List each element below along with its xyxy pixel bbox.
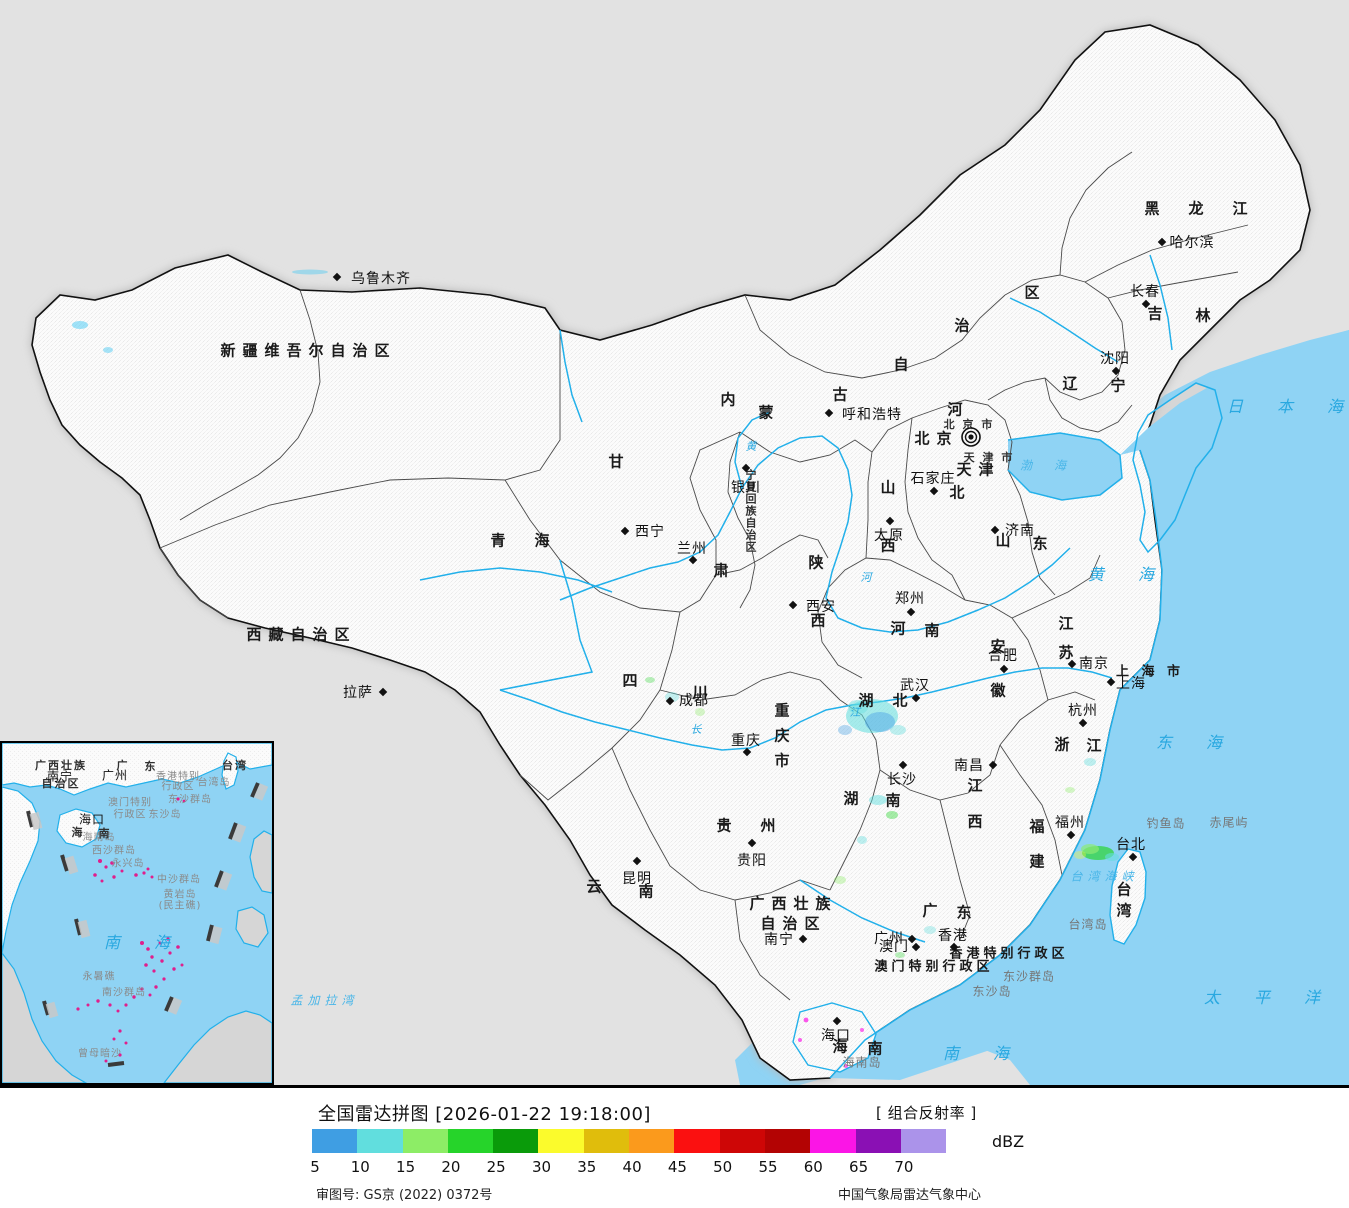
colorbar-swatch-10 [357, 1129, 403, 1153]
inset-geometry [2, 743, 272, 1083]
reef-markers [76, 797, 186, 1063]
nine-dash-line [26, 782, 260, 1067]
legend-footer: 全国雷达拼图 [2026-01-22 19:18:00] [ 组合反射率 ] d… [0, 1087, 1349, 1208]
colorbar-tick: 50 [713, 1158, 733, 1176]
colorbar-swatch-45 [674, 1129, 720, 1153]
colorbar-swatch-30 [538, 1129, 584, 1153]
colorbar-tick: 10 [350, 1158, 370, 1176]
review-number: 审图号: GS京 (2022) 0372号 [316, 1188, 493, 1203]
colorbar-swatch-55 [764, 1129, 811, 1153]
legend-product-mode: [ 组合反射率 ] [876, 1104, 977, 1122]
reflectivity-colorbar [312, 1129, 947, 1153]
colorbar-swatch-15 [402, 1129, 448, 1153]
issuer-name: 中国气象局雷达气象中心 [838, 1188, 982, 1203]
legend-title: 全国雷达拼图 [2026-01-22 19:18:00] [318, 1104, 651, 1125]
colorbar-tick: 40 [622, 1158, 642, 1176]
colorbar-swatch-50 [719, 1129, 765, 1153]
colorbar-swatch-20 [447, 1129, 494, 1153]
colorbar-tick: 65 [849, 1158, 869, 1176]
echo-hunan [838, 699, 906, 735]
colorbar-swatch-5 [312, 1129, 358, 1153]
colorbar-tick: 20 [441, 1158, 461, 1176]
rivers [419, 254, 1173, 943]
echo-zhejiang [1065, 758, 1096, 793]
colorbar-swatch-65 [855, 1129, 901, 1153]
map-geometry [31, 24, 1349, 1085]
coastline [829, 382, 1223, 1079]
colorbar-unit-label: dBZ [992, 1132, 1025, 1151]
colorbar-tick-labels: 5 10 15 20 25 30 35 40 45 50 55 60 65 70 [310, 1158, 1002, 1176]
echo-hunan-south [834, 795, 898, 884]
colorbar-tick: 45 [667, 1158, 687, 1176]
south-china-sea-inset[interactable]: 南 海西沙群岛 永兴岛 中沙群岛 黄岩岛 (民主礁) 南沙群岛 永暑礁 曾母暗沙 海南岛 台湾岛东… [0, 741, 274, 1085]
province-borders [159, 151, 1249, 1001]
colorbar-tick: 35 [577, 1158, 597, 1176]
echo-taiwan-strait [1074, 844, 1119, 861]
colorbar-tick: 70 [894, 1158, 914, 1176]
echo-xinjiang [72, 269, 328, 353]
colorbar-tick: 30 [531, 1158, 552, 1176]
colorbar-swatch-35 [583, 1129, 630, 1153]
colorbar-tick: 55 [758, 1158, 778, 1176]
colorbar-swatch-60 [810, 1129, 856, 1153]
map-panel[interactable]: 新疆维吾尔自治区 西藏自治区青 海甘肃四川云南贵 州广西壮族 自治区广东湖北湖南江西… [0, 0, 1349, 1087]
colorbar-swatch-70 [900, 1129, 947, 1153]
colorbar-tick: 25 [486, 1158, 506, 1176]
colorbar-swatch-25 [493, 1129, 539, 1153]
coastal-water [830, 330, 1349, 1080]
colorbar-swatch-40 [629, 1129, 675, 1153]
hainan-island [792, 1002, 877, 1073]
echo-guangdong [895, 926, 936, 958]
taiwan-island [1109, 848, 1147, 945]
echo-hainan [798, 1017, 864, 1068]
colorbar-tick: 5 [310, 1158, 320, 1176]
colorbar-tick: 15 [396, 1158, 416, 1176]
radar-echo-layer [72, 269, 1119, 1068]
colorbar-tick: 60 [803, 1158, 823, 1176]
